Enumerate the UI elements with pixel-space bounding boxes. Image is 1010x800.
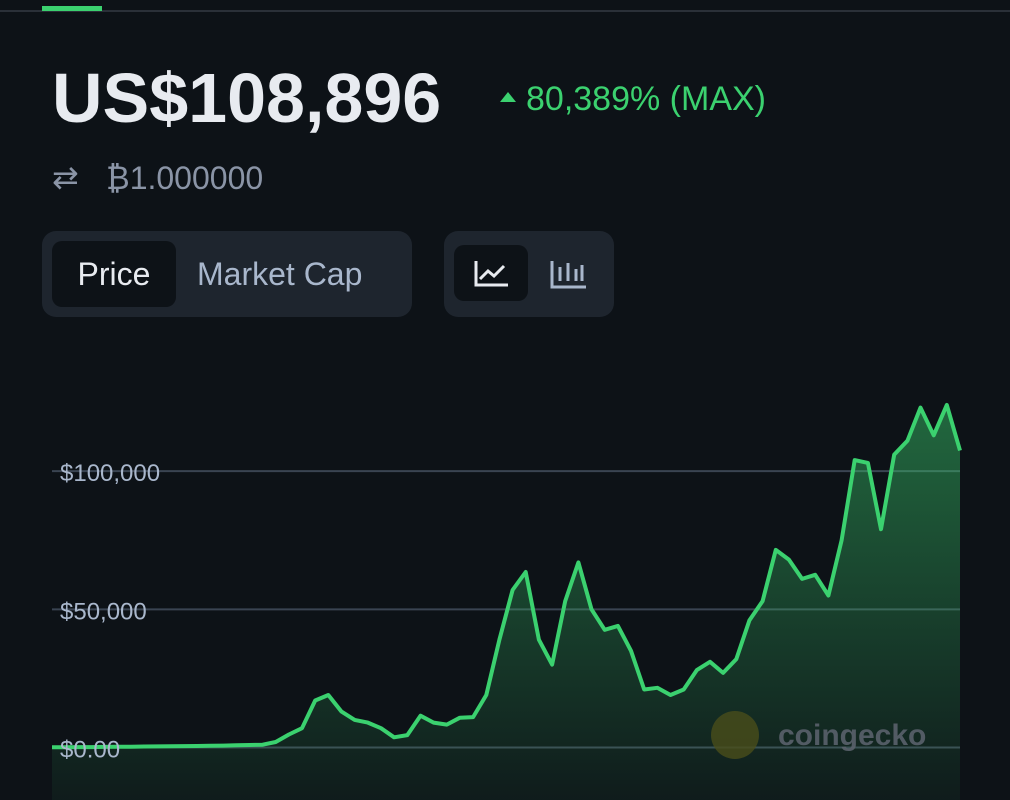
- y-tick-label: $0.00: [60, 737, 120, 764]
- price-change: 80,389% (MAX): [526, 80, 766, 118]
- line-icon: [474, 261, 508, 287]
- tab-market-cap[interactable]: Market Cap: [197, 256, 363, 292]
- tab-price[interactable]: Price: [52, 241, 176, 307]
- watermark-logo: [711, 711, 759, 759]
- chart-type-group: [444, 231, 614, 317]
- swap-icon[interactable]: ⇄: [52, 159, 79, 195]
- price-line: [52, 402, 962, 750]
- area-fill: [52, 404, 960, 800]
- price: US$108,896: [52, 59, 442, 137]
- divider: [0, 10, 1010, 12]
- btc-price: ₿1.000000: [106, 160, 264, 196]
- line-chart-button[interactable]: [454, 245, 528, 301]
- watermark: coingecko: [778, 719, 926, 752]
- y-tick-label: $100,000: [60, 460, 160, 487]
- y-tick-label: $50,000: [60, 598, 147, 625]
- up-arrow: [500, 92, 516, 102]
- tab-group: Price Market Cap: [42, 231, 412, 317]
- active-tab-indicator: [42, 6, 102, 11]
- candle-icon[interactable]: [544, 255, 594, 295]
